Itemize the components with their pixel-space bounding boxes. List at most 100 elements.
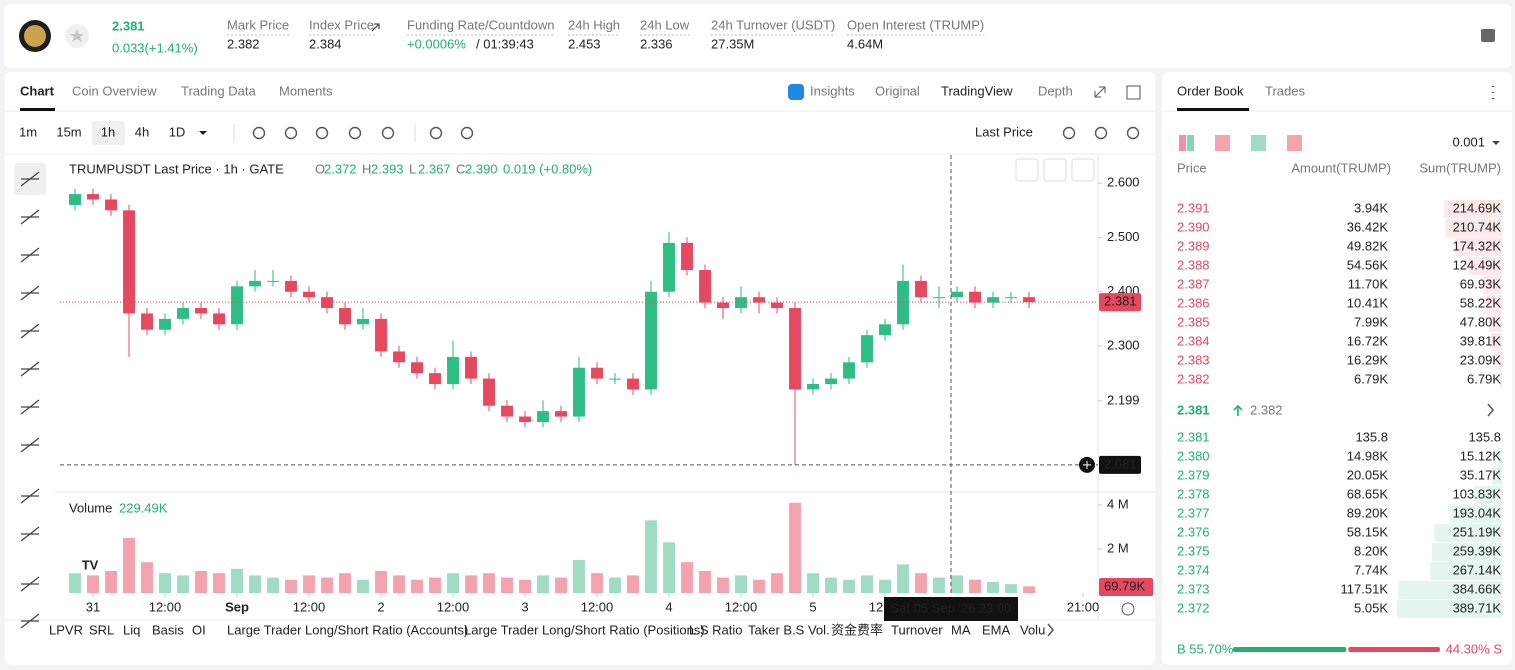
- book-sum: 193.04K: [1453, 505, 1502, 520]
- interval[interactable]: 1D: [169, 124, 186, 139]
- drawing-tool[interactable]: [20, 209, 40, 225]
- indicator[interactable]: Turnover: [891, 622, 943, 637]
- chart-tab[interactable]: Moments: [279, 83, 333, 98]
- book-amount: 8.20K: [1354, 543, 1388, 558]
- indicator[interactable]: OI: [192, 622, 206, 637]
- drawing-tool[interactable]: [20, 361, 40, 377]
- book-sum: 210.74K: [1453, 219, 1502, 234]
- price-type[interactable]: Last Price: [975, 124, 1033, 139]
- book-amount: 54.56K: [1347, 257, 1389, 272]
- notes-icon[interactable]: [1481, 29, 1495, 42]
- depth-bar: [1491, 333, 1502, 351]
- layout-icon[interactable]: [1251, 135, 1266, 151]
- book-amount: 135.8: [1355, 429, 1388, 444]
- layout-icon[interactable]: [1179, 135, 1186, 151]
- view-tab[interactable]: Original: [875, 83, 920, 98]
- interval[interactable]: 15m: [56, 124, 81, 139]
- toolbar-icon[interactable]: [1062, 126, 1076, 140]
- candle-body: [951, 291, 963, 298]
- reset-button[interactable]: [1071, 158, 1095, 182]
- indicator[interactable]: SRL: [89, 622, 114, 637]
- indicator[interactable]: LPVR: [49, 622, 83, 637]
- toolbar-icon[interactable]: [381, 126, 395, 140]
- toolbar-icon[interactable]: [348, 126, 362, 140]
- candle-body: [393, 351, 405, 363]
- interval[interactable]: 1h: [101, 124, 115, 139]
- book-tab[interactable]: Trades: [1265, 83, 1305, 98]
- toolbar-icon[interactable]: [1126, 126, 1140, 140]
- candle-body: [915, 280, 927, 298]
- window-icon[interactable]: [1126, 85, 1141, 100]
- volume-bar: [933, 577, 945, 593]
- toolbar-icon[interactable]: [252, 126, 266, 140]
- indicator[interactable]: MA: [951, 622, 971, 637]
- indicator[interactable]: EMA: [982, 622, 1011, 637]
- toolbar-icon[interactable]: [1094, 126, 1108, 140]
- top-bar: [4, 4, 1511, 68]
- book-sum: 15.12K: [1460, 448, 1502, 463]
- drawing-tool[interactable]: [20, 526, 40, 542]
- indicator[interactable]: Taker B.S Vol.: [748, 622, 830, 637]
- collapse-button[interactable]: [1043, 158, 1067, 182]
- last-price: 2.381: [112, 18, 145, 33]
- view-tab[interactable]: TradingView: [941, 83, 1013, 98]
- candle-body: [123, 210, 135, 314]
- interval[interactable]: 1m: [19, 124, 37, 139]
- volume-bar: [987, 581, 999, 593]
- drawing-tool[interactable]: [20, 285, 40, 301]
- drawing-tool[interactable]: [20, 613, 40, 629]
- legend-value: 2.367: [418, 161, 451, 176]
- precision[interactable]: 0.001: [1452, 134, 1485, 149]
- settings-icon[interactable]: [1121, 602, 1135, 616]
- indicator[interactable]: Large Trader Long/Short Ratio (Positions…: [464, 622, 705, 637]
- active-tab-underline: [20, 108, 55, 111]
- candle-body: [141, 313, 153, 330]
- fullscreen-icon[interactable]: [1094, 86, 1106, 98]
- drawing-tool[interactable]: [20, 323, 40, 339]
- depth-bar: [1474, 486, 1502, 504]
- add-alert-plus: [1083, 460, 1091, 469]
- y-tick-label: 2.500: [1107, 229, 1140, 244]
- view-tab[interactable]: Insights: [810, 83, 855, 98]
- chart-tab[interactable]: Chart: [20, 83, 55, 98]
- chart-tab[interactable]: Trading Data: [181, 83, 256, 98]
- toolbar-icon[interactable]: [315, 126, 329, 140]
- candle-body: [213, 313, 225, 325]
- drawing-tool[interactable]: [20, 437, 40, 453]
- chart-tab[interactable]: Coin Overview: [72, 83, 157, 98]
- view-tab[interactable]: Depth: [1038, 83, 1073, 98]
- x-tick-label: 21:00: [1067, 599, 1100, 614]
- indicator[interactable]: Liq: [123, 622, 140, 637]
- indicator[interactable]: Basis: [152, 622, 184, 637]
- layout-icon[interactable]: [1287, 135, 1302, 151]
- candle-body: [717, 302, 729, 309]
- sell-ratio-label: 44.30% S: [1446, 641, 1503, 656]
- interval[interactable]: 4h: [135, 124, 149, 139]
- book-tab[interactable]: Order Book: [1177, 83, 1244, 98]
- drawing-tool[interactable]: [20, 247, 40, 263]
- legend-value: 2.393: [371, 161, 404, 176]
- toolbar-icon[interactable]: [284, 126, 298, 140]
- more-indicators[interactable]: [1047, 623, 1054, 637]
- volume-bar: [321, 577, 333, 593]
- chevron[interactable]: [1487, 403, 1494, 417]
- scroll-button[interactable]: [1015, 158, 1039, 182]
- drawing-tool[interactable]: [20, 171, 40, 187]
- indicator[interactable]: Volu: [1020, 622, 1045, 637]
- toolbar-icon[interactable]: [429, 126, 443, 140]
- drawing-tool[interactable]: [20, 488, 40, 504]
- indicator[interactable]: Large Trader Long/Short Ratio (Accounts): [227, 622, 468, 637]
- drawing-tool[interactable]: [20, 576, 40, 592]
- crosshair-time-tag: [884, 597, 1018, 621]
- depth-bar: [1445, 219, 1502, 237]
- drawing-tool[interactable]: [20, 399, 40, 415]
- layout-icon[interactable]: [1215, 135, 1230, 151]
- candle-body: [159, 318, 171, 330]
- toolbar-icon[interactable]: [460, 126, 474, 140]
- candle-body: [249, 280, 261, 287]
- mark-price: 2.382: [1250, 402, 1283, 417]
- book-sum: 135.8: [1468, 429, 1501, 444]
- indicator[interactable]: L.S Ratio: [689, 622, 742, 637]
- indicator[interactable]: 资金费率: [831, 622, 883, 637]
- volume-bar: [969, 579, 981, 593]
